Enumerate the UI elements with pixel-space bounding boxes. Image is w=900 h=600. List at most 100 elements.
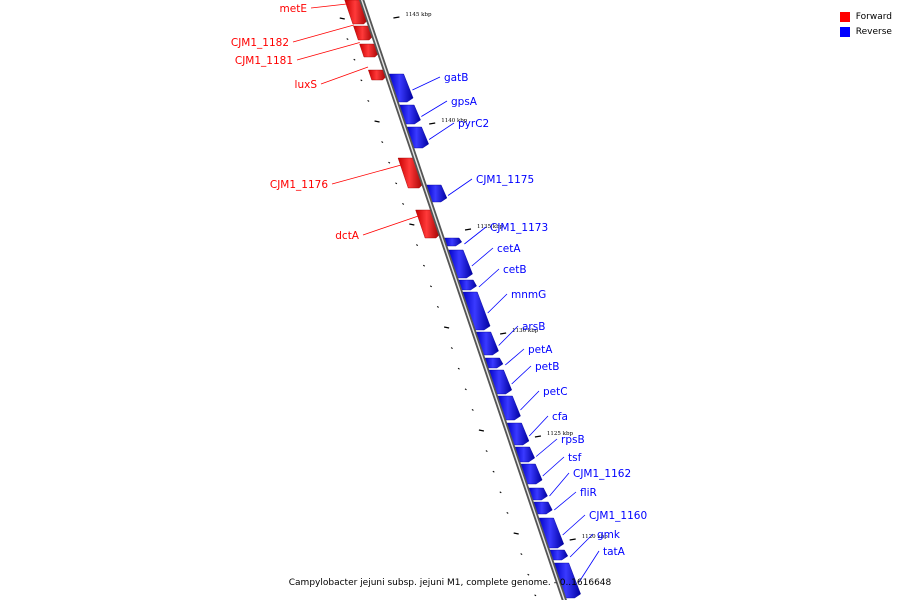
minor-tick bbox=[402, 202, 405, 205]
gene-label-group: CJM1_1182 bbox=[231, 24, 354, 49]
gene-label: CJM1_1160 bbox=[589, 510, 647, 522]
legend: Forward Reverse bbox=[839, 9, 892, 39]
forward-gene-feature[interactable] bbox=[415, 209, 441, 239]
gene-label-group: mnmG bbox=[487, 289, 546, 314]
minor-tick bbox=[492, 470, 495, 473]
gene-label: CJM1_1182 bbox=[231, 37, 289, 49]
tick-label: 1125 kbp bbox=[547, 431, 574, 437]
minor-tick bbox=[471, 408, 474, 411]
gene-label: cetB bbox=[503, 264, 527, 276]
gene-label-group: cetB bbox=[478, 264, 527, 288]
tick-label: 1140 kbp bbox=[441, 118, 468, 124]
gene-label: petA bbox=[528, 344, 553, 356]
tick-label: 1135 kbp bbox=[477, 224, 504, 230]
gene-label: metE bbox=[280, 3, 307, 15]
reverse-swatch bbox=[839, 26, 850, 37]
gene-label-group: dctA bbox=[335, 215, 419, 242]
minor-tick bbox=[395, 182, 398, 185]
genome-axis bbox=[359, 0, 567, 600]
gene-features bbox=[344, 0, 581, 599]
minor-tick bbox=[485, 450, 488, 453]
gene-label-group: petC bbox=[520, 386, 568, 411]
gene-label: tsf bbox=[568, 452, 582, 464]
minor-tick bbox=[374, 120, 380, 123]
minor-tick bbox=[506, 511, 509, 514]
forward-gene-feature[interactable] bbox=[368, 69, 387, 81]
gene-label-group: gmk bbox=[569, 529, 621, 558]
gene-label: cfa bbox=[552, 411, 568, 423]
legend-reverse: Reverse bbox=[839, 24, 892, 39]
minor-tick bbox=[409, 223, 415, 226]
minor-tick bbox=[499, 491, 502, 494]
gene-label: gatB bbox=[444, 72, 468, 84]
gene-label-group: luxS bbox=[295, 66, 369, 91]
gene-label: tatA bbox=[603, 546, 626, 558]
gene-label-group: metE bbox=[280, 3, 347, 15]
major-tick: 1125 kbp bbox=[534, 431, 574, 438]
gene-label-group: CJM1_1173 bbox=[464, 222, 548, 245]
gene-label: CJM1_1181 bbox=[235, 55, 293, 67]
gene-label-group: cfa bbox=[528, 411, 568, 437]
forward-gene-feature[interactable] bbox=[359, 43, 380, 58]
gene-label: rpsB bbox=[561, 434, 585, 446]
gene-label-group: gatB bbox=[412, 72, 468, 91]
minor-tick bbox=[346, 38, 349, 41]
gene-label: CJM1_1162 bbox=[573, 468, 631, 480]
minor-tick bbox=[464, 388, 467, 391]
gene-label-group: petA bbox=[505, 344, 553, 366]
gene-label: CJM1_1176 bbox=[270, 179, 328, 191]
gene-label: gmk bbox=[597, 529, 621, 541]
minor-tick bbox=[360, 79, 363, 82]
gene-label-group: gpsA bbox=[421, 96, 478, 117]
minor-tick bbox=[457, 367, 460, 370]
major-ticks: 1145 kbp 1140 kbp 1135 kbp 1130 kbp 1125 kbp… bbox=[393, 12, 609, 541]
gene-label-group: pyrC2 bbox=[428, 118, 489, 140]
major-tick: 1135 kbp bbox=[464, 224, 504, 231]
minor-tick bbox=[367, 99, 370, 102]
minor-tick bbox=[443, 326, 450, 329]
gene-label-group: arsB bbox=[498, 321, 545, 346]
major-tick: 1120 kbp bbox=[569, 534, 609, 541]
minor-tick bbox=[416, 244, 419, 247]
gene-label: gpsA bbox=[451, 96, 478, 108]
legend-reverse-label: Reverse bbox=[855, 26, 892, 37]
gene-label: arsB bbox=[522, 321, 545, 333]
minor-tick bbox=[450, 347, 453, 350]
gene-label: CJM1_1175 bbox=[476, 174, 534, 186]
tick-label: 1130 kbp bbox=[512, 328, 539, 334]
forward-gene-feature[interactable] bbox=[397, 157, 424, 189]
minor-tick bbox=[534, 594, 537, 597]
gene-label: fliR bbox=[580, 487, 597, 499]
tick-label: 1120 kbp bbox=[582, 534, 609, 540]
gene-label-group: CJM1_1160 bbox=[562, 510, 647, 536]
gene-label-group: tatA bbox=[578, 546, 626, 583]
minor-tick bbox=[429, 285, 432, 288]
gene-label-group: fliR bbox=[553, 487, 597, 511]
minor-tick bbox=[527, 573, 530, 576]
minor-tick bbox=[513, 532, 519, 535]
major-tick: 1145 kbp bbox=[393, 12, 432, 19]
minor-tick bbox=[353, 58, 356, 61]
major-tick: 1140 kbp bbox=[429, 118, 468, 125]
gene-label-group: tsf bbox=[542, 452, 582, 477]
legend-forward-label: Forward bbox=[855, 11, 892, 22]
gene-label: CJM1_1173 bbox=[490, 222, 548, 234]
gene-label-group: CJM1_1175 bbox=[447, 174, 534, 196]
map-caption: Campylobacter jejuni subsp. jejuni M1, c… bbox=[288, 578, 612, 588]
legend-forward: Forward bbox=[839, 9, 892, 24]
gene-label: dctA bbox=[335, 230, 360, 242]
gene-label: cetA bbox=[497, 243, 521, 255]
gene-label-group: petB bbox=[511, 361, 559, 385]
minor-tick bbox=[478, 429, 485, 432]
gene-label: pyrC2 bbox=[458, 118, 489, 130]
gene-label-group: CJM1_1162 bbox=[549, 468, 631, 497]
gene-label-group: rpsB bbox=[535, 434, 585, 457]
gene-label: petB bbox=[535, 361, 559, 373]
minor-tick bbox=[388, 161, 391, 164]
gene-label-group: cetA bbox=[471, 243, 521, 267]
forward-gene-feature[interactable] bbox=[353, 25, 374, 41]
minor-tick bbox=[436, 305, 439, 308]
minor-tick bbox=[381, 141, 384, 144]
minor-tick bbox=[422, 264, 426, 267]
